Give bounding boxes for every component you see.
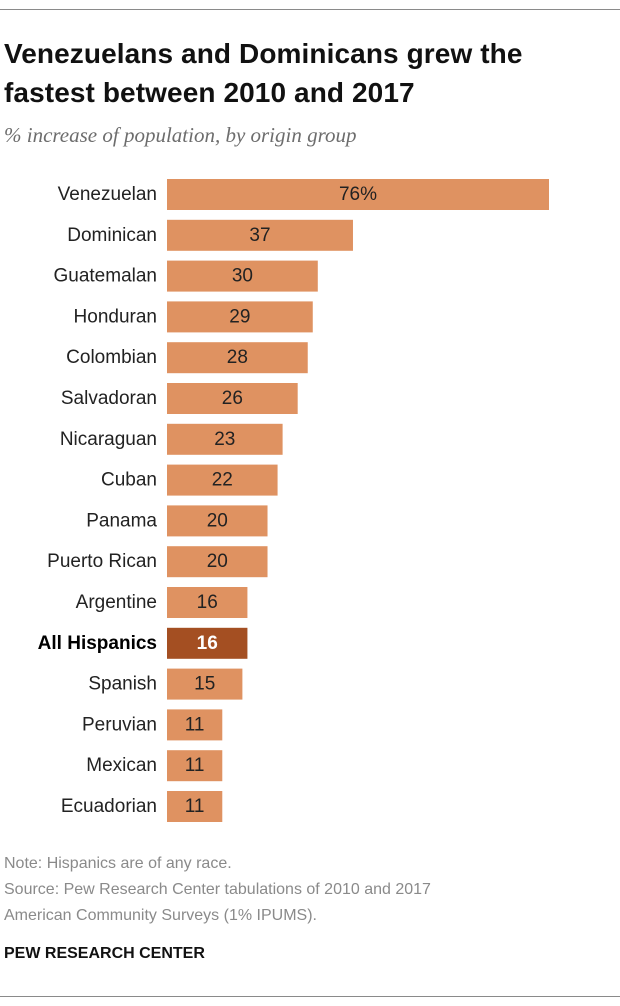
chart-title: Venezuelans and Dominicans grew the fast… [4, 38, 523, 108]
value-label-ecuadorian: 11 [185, 796, 205, 817]
category-label-argentine: Argentine [76, 592, 157, 613]
bar-honduran [167, 301, 313, 333]
bar-all-hispanics [167, 627, 248, 659]
top-rule [0, 9, 620, 10]
value-label-spanish: 15 [194, 674, 215, 695]
footer-notes: Note: Hispanics are of any race. Source:… [4, 851, 604, 929]
category-label-mexican: Mexican [86, 755, 157, 776]
category-label-all-hispanics: All Hispanics [38, 633, 157, 654]
bar-panama [167, 505, 268, 537]
bar-salvadoran [167, 383, 298, 414]
category-label-guatemalan: Guatemalan [53, 266, 157, 287]
value-label-argentine: 16 [197, 592, 218, 613]
bar-cuban [167, 464, 278, 496]
source-text-line-1: Source: Pew Research Center tabulations … [4, 881, 431, 898]
category-label-salvadoran: Salvadoran [61, 388, 157, 409]
value-label-salvadoran: 26 [222, 388, 243, 409]
category-label-honduran: Honduran [74, 306, 157, 327]
category-label-peruvian: Peruvian [82, 714, 157, 735]
category-label-panama: Panama [86, 510, 157, 531]
bar-guatemalan [167, 260, 318, 292]
value-label-colombian: 28 [227, 347, 248, 368]
bar-dominican [167, 219, 353, 251]
category-label-ecuadorian: Ecuadorian [61, 796, 157, 817]
bar-ecuadorian [167, 791, 223, 822]
category-label-nicaraguan: Nicaraguan [60, 429, 157, 450]
value-label-guatemalan: 30 [232, 266, 253, 287]
value-label-panama: 20 [207, 510, 228, 531]
value-label-venezuelan: 76% [339, 184, 377, 205]
source-text-line-2: American Community Surveys (1% IPUMS). [4, 907, 317, 924]
category-label-colombian: Colombian [66, 347, 157, 368]
bottom-rule [0, 996, 620, 997]
category-label-spanish: Spanish [88, 674, 157, 695]
value-label-mexican: 11 [185, 755, 205, 776]
value-label-dominican: 37 [249, 225, 270, 246]
bar-colombian [167, 342, 308, 374]
value-label-all-hispanics: 16 [197, 633, 218, 654]
bar-chart: Venezuelan 76% Dominican 37 Guatemalan 30 Hond… [38, 179, 549, 822]
value-label-peruvian: 11 [185, 714, 205, 735]
bar-nicaraguan [167, 423, 283, 455]
bar-argentine [167, 587, 248, 618]
category-label-cuban: Cuban [101, 470, 157, 491]
bar-venezuelan [167, 179, 549, 210]
value-label-cuban: 22 [212, 470, 233, 491]
bar-peruvian [167, 709, 223, 741]
category-label-dominican: Dominican [67, 225, 157, 246]
value-label-puerto-rican: 20 [207, 551, 228, 572]
brand-logo-text: PEW RESEARCH CENTER [4, 945, 205, 962]
bar-puerto-rican [167, 546, 268, 578]
chart-subtitle: % increase of population, by origin grou… [4, 123, 357, 147]
bar-mexican [167, 750, 223, 782]
value-label-nicaraguan: 23 [214, 429, 235, 450]
note-text: Note: Hispanics are of any race. [4, 855, 232, 872]
category-label-puerto-rican: Puerto Rican [47, 551, 157, 572]
value-label-honduran: 29 [229, 306, 250, 327]
category-label-venezuelan: Venezuelan [58, 184, 157, 205]
bar-spanish [167, 668, 243, 700]
